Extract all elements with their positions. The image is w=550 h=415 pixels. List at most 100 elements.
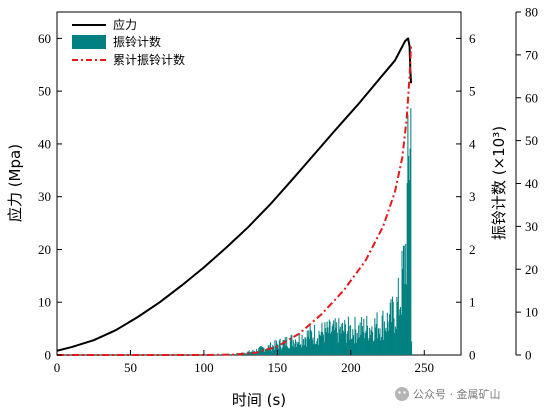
ring-count-bar-93 [272, 346, 274, 355]
ring-count-bars [204, 108, 413, 355]
ring-count-bar-187 [342, 322, 344, 355]
ring-count-bar-128 [298, 332, 300, 355]
ring-count-bar-63 [250, 351, 252, 355]
ring-count-bar-135 [303, 344, 305, 355]
ring-count-bar-252 [389, 302, 391, 355]
ring-count-bar-218 [364, 332, 366, 355]
y-left-tick-label-6: 60 [38, 31, 51, 46]
ring-count-bar-131 [300, 347, 302, 355]
ring-count-bar-210 [358, 337, 360, 355]
wechat-icon-eye-left [398, 391, 401, 394]
ring-count-bar-205 [355, 329, 357, 355]
ring-count-bar-73 [258, 348, 260, 355]
ring-count-bar-83 [265, 348, 267, 355]
y-right-tick-label-5: 50 [525, 133, 538, 148]
ring-count-bar-123 [294, 339, 297, 355]
ring-count-bar-168 [328, 332, 330, 355]
ring-count-bar-260 [395, 328, 397, 355]
ring-count-bar-119 [292, 346, 294, 355]
ring-count-bar-84 [266, 349, 268, 355]
ring-count-bar-169 [328, 319, 330, 355]
ring-count-bar-145 [311, 331, 313, 355]
ring-count-bar-281 [411, 341, 413, 355]
ring-count-bar-196 [348, 325, 350, 355]
y-mid-tick-label-3: 3 [469, 189, 476, 204]
ring-count-bar-279 [409, 148, 411, 355]
ring-count-bar-112 [286, 346, 288, 355]
ring-count-bar-105 [281, 347, 283, 355]
ring-count-bar-206 [355, 342, 357, 355]
ring-count-bar-261 [396, 296, 398, 355]
ring-count-bar-251 [389, 314, 391, 355]
ring-count-bar-101 [278, 340, 280, 355]
ring-count-bar-272 [404, 283, 406, 355]
ring-count-bar-85 [267, 348, 269, 355]
ring-count-bar-127 [297, 342, 299, 355]
ring-count-bar-244 [383, 321, 385, 355]
ring-count-bar-157 [319, 336, 322, 355]
ring-count-bar-160 [322, 332, 324, 355]
ring-count-bar-254 [391, 322, 393, 355]
ring-count-bar-182 [338, 318, 340, 355]
ring-count-bar-86 [267, 345, 269, 355]
y-left-tick-label-5: 50 [38, 84, 51, 99]
ring-count-bar-171 [330, 333, 332, 355]
ring-count-bar-271 [403, 245, 405, 355]
ring-count-bar-226 [370, 330, 372, 355]
ring-count-bar-233 [375, 324, 377, 355]
ring-count-bar-269 [402, 268, 404, 355]
ring-count-bar-268 [401, 250, 403, 355]
ring-count-bar-270 [402, 245, 405, 355]
legend-label-cumulative: 累计振铃计数 [113, 52, 185, 67]
ring-count-bar-56 [245, 353, 247, 355]
ring-count-bar-138 [306, 346, 308, 355]
ring-count-bar-140 [307, 336, 309, 355]
ring-count-bar-238 [379, 328, 381, 355]
wechat-icon-eye-right [403, 391, 406, 394]
watermark: 公众号 · 金属矿山 [395, 387, 501, 401]
ring-count-bar-198 [350, 325, 352, 355]
ring-count-bar-104 [281, 349, 283, 355]
ring-count-bar-208 [357, 338, 359, 355]
ring-count-bar-247 [386, 331, 388, 355]
ring-count-bar-264 [398, 315, 400, 355]
ring-count-bar-214 [361, 326, 363, 355]
ring-count-bar-88 [269, 348, 271, 355]
ring-count-bar-167 [327, 327, 329, 355]
ring-count-bar-221 [366, 325, 369, 355]
ring-count-bar-213 [361, 317, 363, 355]
ring-count-bar-176 [333, 330, 335, 355]
ring-count-bar-143 [309, 325, 311, 355]
ring-count-bar-54 [244, 352, 246, 355]
ring-count-bar-257 [393, 318, 395, 355]
ring-count-bar-53 [243, 353, 245, 355]
legend-label-stress: 应力 [113, 17, 137, 32]
ring-count-bar-185 [340, 333, 342, 355]
ring-count-bar-215 [362, 331, 364, 355]
ring-count-bar-202 [353, 335, 355, 355]
ring-count-bar-133 [302, 345, 304, 355]
ring-count-bar-147 [312, 337, 314, 355]
ring-count-bar-178 [335, 327, 337, 355]
ring-count-bar-181 [337, 342, 339, 355]
ring-count-bar-120 [292, 340, 294, 355]
ring-count-bar-275 [406, 182, 408, 355]
ring-count-bar-100 [278, 348, 280, 355]
ring-count-bar-166 [326, 321, 328, 355]
ring-count-bar-201 [352, 329, 354, 355]
ring-count-bar-81 [264, 351, 266, 355]
ring-count-bar-277 [408, 155, 410, 355]
ring-count-bar-41 [234, 354, 236, 355]
x-tick-label-2: 100 [194, 360, 214, 375]
ring-count-bar-243 [383, 339, 385, 355]
ring-count-bar-280 [410, 108, 412, 355]
ring-count-bar-163 [324, 322, 326, 355]
ring-count-bar-246 [385, 327, 387, 355]
y-right-tick-label-0: 0 [525, 348, 532, 363]
ring-count-bar-278 [408, 179, 410, 355]
ring-count-bar-217 [364, 338, 366, 355]
y-left-tick-label-3: 30 [38, 189, 51, 204]
ring-count-bar-239 [380, 340, 382, 355]
ring-count-bar-146 [311, 339, 313, 355]
